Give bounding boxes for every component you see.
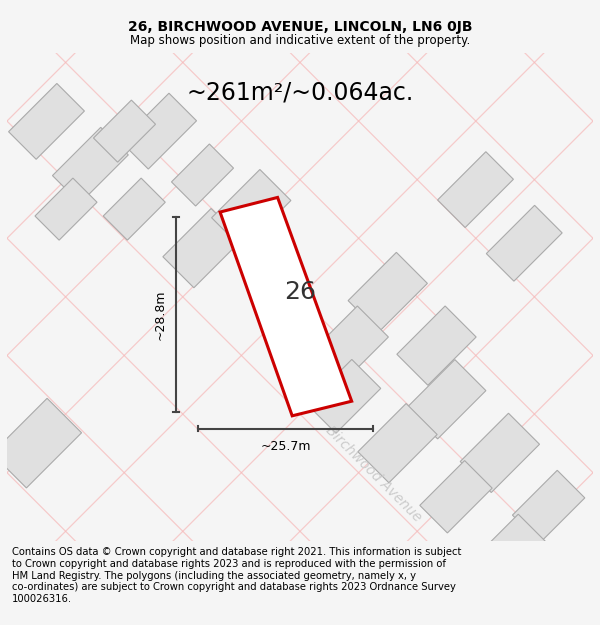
Text: 26, BIRCHWOOD AVENUE, LINCOLN, LN6 0JB: 26, BIRCHWOOD AVENUE, LINCOLN, LN6 0JB [128, 20, 472, 34]
Polygon shape [121, 93, 197, 169]
Text: Birchwood Avenue: Birchwood Avenue [322, 424, 424, 525]
Polygon shape [460, 413, 539, 492]
Text: Contains OS data © Crown copyright and database right 2021. This information is : Contains OS data © Crown copyright and d… [12, 548, 461, 604]
Polygon shape [307, 359, 381, 433]
Polygon shape [94, 100, 155, 162]
Text: ~261m²/~0.064ac.: ~261m²/~0.064ac. [187, 80, 413, 104]
Polygon shape [487, 206, 562, 281]
Polygon shape [407, 359, 486, 439]
Polygon shape [8, 84, 85, 159]
Polygon shape [212, 169, 291, 249]
Polygon shape [35, 178, 97, 240]
Text: 26: 26 [284, 280, 316, 304]
Polygon shape [420, 461, 492, 533]
Polygon shape [473, 514, 546, 587]
Polygon shape [512, 470, 585, 542]
Polygon shape [163, 209, 242, 288]
Polygon shape [348, 253, 427, 332]
Polygon shape [172, 144, 233, 206]
Text: ~25.7m: ~25.7m [260, 439, 311, 452]
Polygon shape [220, 198, 352, 416]
Polygon shape [358, 404, 437, 482]
Polygon shape [309, 306, 388, 385]
Polygon shape [0, 398, 82, 488]
Text: ~28.8m: ~28.8m [154, 289, 167, 339]
Text: Map shows position and indicative extent of the property.: Map shows position and indicative extent… [130, 34, 470, 47]
Polygon shape [103, 178, 165, 240]
Polygon shape [52, 127, 128, 203]
Polygon shape [397, 306, 476, 385]
Polygon shape [437, 152, 514, 228]
